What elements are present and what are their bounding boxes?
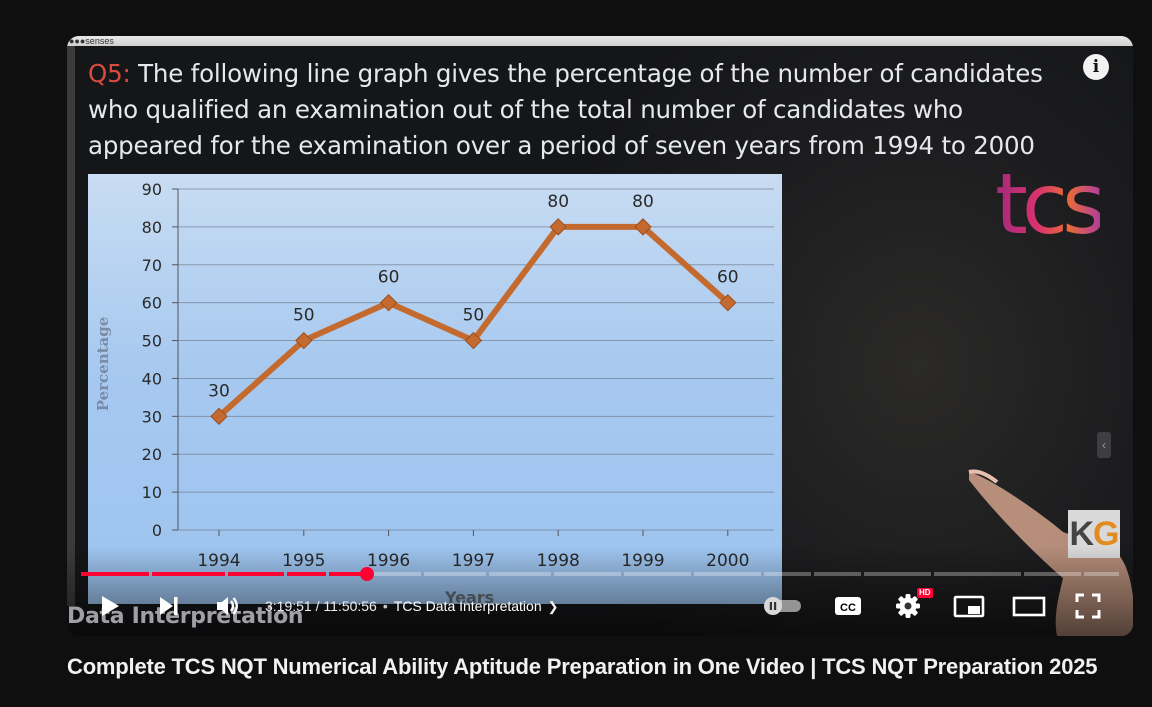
theater-icon — [1012, 596, 1046, 617]
data-label: 30 — [208, 381, 230, 401]
tcs-logo: tcs — [995, 155, 1106, 253]
played-segment — [329, 572, 368, 576]
y-tick-label: 90 — [142, 180, 162, 199]
top-strip-text: ●●●senses — [69, 36, 114, 46]
data-label: 50 — [463, 306, 485, 326]
cc-icon: CC — [835, 597, 861, 615]
data-point — [719, 293, 737, 312]
gear-icon — [896, 594, 920, 618]
played-segment — [152, 572, 225, 576]
y-tick-label: 50 — [142, 332, 162, 351]
video-title[interactable]: Complete TCS NQT Numerical Ability Aptit… — [67, 654, 1098, 679]
duration: 11:50:56 — [323, 598, 377, 614]
chapter-segment[interactable] — [694, 572, 761, 576]
autoplay-toggle[interactable] — [761, 594, 805, 622]
progress-bar[interactable] — [81, 567, 1119, 581]
line-chart-svg: 0102030405060708090Percentage19941995199… — [94, 180, 774, 571]
played-segment — [287, 572, 326, 576]
question-text: Q5: The following line graph gives the p… — [88, 56, 1068, 164]
y-tick-label: 20 — [142, 445, 162, 464]
chapter-segment[interactable] — [329, 572, 421, 576]
y-tick-label: 60 — [142, 294, 162, 313]
data-label: 80 — [547, 192, 569, 212]
chevron-right-icon[interactable]: ❯ — [547, 599, 559, 614]
data-point — [464, 331, 483, 350]
data-point — [210, 407, 228, 426]
y-tick-label: 30 — [142, 407, 162, 426]
miniplayer-button[interactable] — [953, 592, 985, 620]
current-time: 3:19:51 — [265, 598, 312, 614]
data-point — [295, 331, 313, 350]
chapter-segment[interactable] — [814, 572, 861, 576]
info-icon[interactable]: i — [1083, 54, 1109, 80]
next-button[interactable] — [155, 592, 183, 620]
cc-label: CC — [840, 602, 856, 614]
chapter-segment[interactable] — [1024, 572, 1081, 576]
chapter-link[interactable]: TCS Data Interpretation — [393, 598, 542, 614]
video-top-strip: ●●●senses — [67, 36, 1133, 46]
played-segment — [81, 572, 149, 576]
data-label: 50 — [293, 306, 315, 326]
x-axis-title: Years — [445, 588, 495, 607]
y-tick-label: 40 — [142, 369, 162, 388]
y-tick-label: 80 — [142, 218, 162, 237]
chapter-bullet: • — [382, 598, 388, 614]
play-icon — [102, 596, 119, 616]
miniplayer-icon — [953, 595, 985, 618]
chapter-segment[interactable] — [554, 572, 621, 576]
autoplay-toggle-icon — [764, 597, 801, 615]
data-label: 80 — [632, 192, 654, 212]
play-button[interactable] — [95, 592, 123, 620]
controls-gradient — [67, 546, 1133, 636]
y-axis-title: Percentage — [94, 317, 112, 412]
time-separator: / — [311, 598, 324, 614]
next-icon — [160, 597, 178, 615]
video-player[interactable]: ●●●senses Q5: The following line graph g… — [67, 36, 1133, 636]
data-label: 60 — [378, 268, 400, 288]
played-segment — [228, 572, 284, 576]
chapter-segment[interactable] — [624, 572, 691, 576]
y-tick-label: 10 — [142, 483, 162, 502]
question-body: The following line graph gives the perce… — [88, 59, 1043, 160]
data-point — [379, 293, 398, 312]
data-point — [549, 218, 567, 236]
y-tick-label: 0 — [152, 521, 162, 540]
side-panel-handle[interactable]: ‹ — [1097, 432, 1111, 458]
data-point — [634, 218, 652, 236]
chapter-segment[interactable] — [864, 572, 931, 576]
time-display: 3:19:51 / 11:50:56 • TCS Data Interpretati… — [265, 598, 559, 615]
chapter-segment[interactable] — [1084, 572, 1119, 576]
y-tick-label: 70 — [142, 256, 162, 275]
progress-scrubber[interactable] — [360, 567, 375, 581]
settings-button[interactable] — [894, 592, 922, 620]
fullscreen-icon — [1075, 593, 1101, 619]
hd-badge: HD — [917, 588, 933, 598]
chapter-segment[interactable] — [934, 572, 1021, 576]
theater-mode-button[interactable] — [1012, 592, 1046, 620]
video-left-bezel — [67, 46, 75, 606]
question-number: Q5: — [88, 59, 131, 88]
subtitles-button[interactable]: CC — [833, 592, 863, 620]
chapter-segment[interactable] — [489, 572, 551, 576]
fullscreen-button[interactable] — [1074, 592, 1102, 620]
chapter-segment[interactable] — [424, 572, 486, 576]
chapter-segment[interactable] — [764, 572, 811, 576]
data-label: 60 — [717, 268, 739, 288]
volume-button[interactable] — [213, 592, 241, 620]
volume-icon — [217, 597, 238, 615]
line-chart: 0102030405060708090Percentage19941995199… — [88, 174, 782, 604]
